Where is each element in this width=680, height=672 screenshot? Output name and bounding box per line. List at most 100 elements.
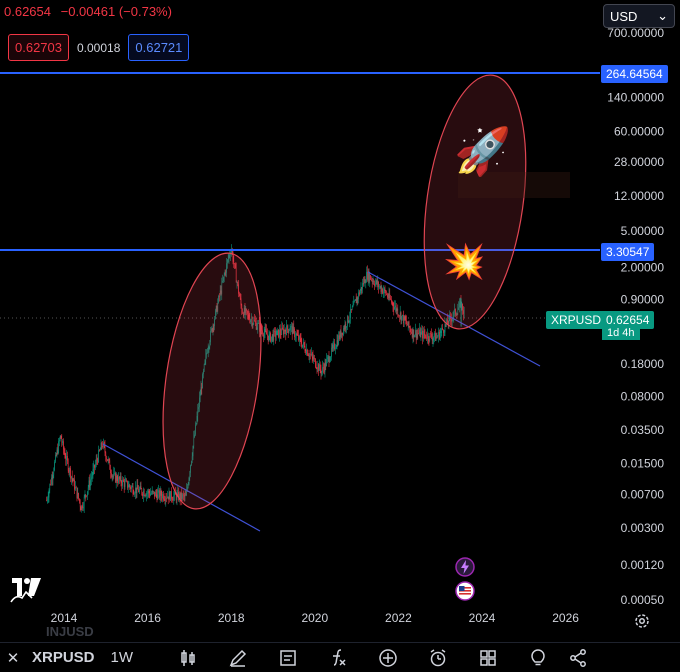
candle-body xyxy=(451,318,453,322)
candle-body xyxy=(285,331,287,335)
buy-button[interactable]: 0.62721 xyxy=(128,34,190,61)
candle-body xyxy=(263,334,264,337)
candle-body xyxy=(58,441,59,454)
alarm-clock-icon[interactable] xyxy=(413,643,463,672)
lightning-event-icon[interactable] xyxy=(455,557,475,577)
candle-body xyxy=(173,495,175,501)
price-tick-label: 0.00120 xyxy=(621,558,665,572)
candle-body xyxy=(191,461,192,466)
candle-body xyxy=(107,459,108,461)
candle-body xyxy=(279,330,280,338)
candle-body xyxy=(326,359,327,367)
candle-body xyxy=(339,330,341,339)
candle-body xyxy=(404,316,406,321)
candle-body xyxy=(378,281,379,288)
candle-body xyxy=(345,323,347,328)
trendline-2021 xyxy=(367,271,541,367)
candle-body xyxy=(271,334,273,337)
candle-body xyxy=(235,268,237,283)
candle-body xyxy=(380,286,382,292)
candle-body xyxy=(352,305,354,307)
candle-body xyxy=(335,346,337,349)
candle-body xyxy=(370,275,371,280)
candle-body xyxy=(423,331,425,335)
candle-body xyxy=(403,316,405,324)
candle-body xyxy=(407,323,408,326)
candle-body xyxy=(69,468,71,472)
price-tick-label: 0.01500 xyxy=(621,457,665,471)
pencil-icon[interactable] xyxy=(213,643,263,672)
candle-body xyxy=(283,328,284,335)
candle-body xyxy=(59,440,60,442)
candle-body xyxy=(99,449,101,451)
candle-body xyxy=(259,323,260,332)
candle-body xyxy=(227,259,228,264)
candle-body xyxy=(304,345,306,352)
candle-body xyxy=(226,263,227,273)
candle-body xyxy=(188,477,190,485)
candle-body xyxy=(183,495,185,497)
candle-body xyxy=(243,313,244,317)
candle-body xyxy=(319,364,320,371)
candle-body xyxy=(165,497,167,501)
candle-body xyxy=(340,330,342,337)
candle-body xyxy=(379,286,380,288)
candle-body xyxy=(111,475,113,477)
candle-body xyxy=(99,450,100,451)
candle-body xyxy=(187,484,189,487)
candle-body xyxy=(395,305,397,312)
text-note-icon[interactable] xyxy=(263,643,313,672)
candle-body xyxy=(205,354,207,361)
candle-body xyxy=(133,493,135,495)
price-axis: 700.00000 140.00000 60.00000 28.00000 12.000… xyxy=(607,26,664,607)
candle-body xyxy=(362,283,363,290)
candle-body xyxy=(194,434,195,438)
candle-body xyxy=(118,476,119,483)
candle-body xyxy=(274,330,275,332)
candle-body xyxy=(214,318,215,327)
candle-body xyxy=(375,282,376,286)
lightbulb-icon[interactable] xyxy=(513,643,563,672)
candle-body xyxy=(440,330,442,334)
symbol-button[interactable]: XRPUSD xyxy=(32,649,95,666)
candle-body xyxy=(366,271,367,283)
candle-body xyxy=(172,499,174,501)
candle-body xyxy=(432,338,434,341)
sell-button[interactable]: 0.62703 xyxy=(8,34,69,61)
us-flag-event-icon[interactable] xyxy=(455,581,475,601)
candle-body xyxy=(374,283,375,286)
gear-icon[interactable] xyxy=(633,612,651,630)
share-icon[interactable] xyxy=(563,643,593,672)
candle-body xyxy=(56,449,58,456)
candle-body xyxy=(282,327,283,329)
timeframe-button[interactable]: 1W xyxy=(110,649,134,666)
candle-body xyxy=(202,374,203,389)
fx-indicator-icon[interactable] xyxy=(313,643,363,672)
candle-body xyxy=(152,490,154,492)
candle-body xyxy=(307,349,308,356)
candle-body xyxy=(153,491,155,493)
candle-body xyxy=(363,279,365,285)
last-price: 0.62654 xyxy=(4,4,51,19)
candle-body xyxy=(327,356,329,358)
currency-select[interactable]: USD ⌄ xyxy=(603,4,675,28)
candle-body xyxy=(271,336,272,342)
close-icon[interactable]: ✕ xyxy=(6,649,20,667)
candle-body xyxy=(68,470,70,472)
candle-body xyxy=(286,325,287,335)
candle-body xyxy=(127,487,129,488)
candle-body xyxy=(349,317,351,321)
candle-body xyxy=(169,492,171,501)
candle-body xyxy=(79,501,81,507)
candles-icon[interactable] xyxy=(163,643,213,672)
candle-body xyxy=(146,493,147,497)
candle-body xyxy=(311,353,312,355)
candle-body xyxy=(363,283,364,285)
candle-body xyxy=(86,495,87,497)
grid-icon[interactable] xyxy=(463,643,513,672)
candle-body xyxy=(255,322,257,330)
plus-circle-icon[interactable] xyxy=(363,643,413,672)
candle-body xyxy=(139,489,140,493)
candle-body xyxy=(358,292,359,299)
